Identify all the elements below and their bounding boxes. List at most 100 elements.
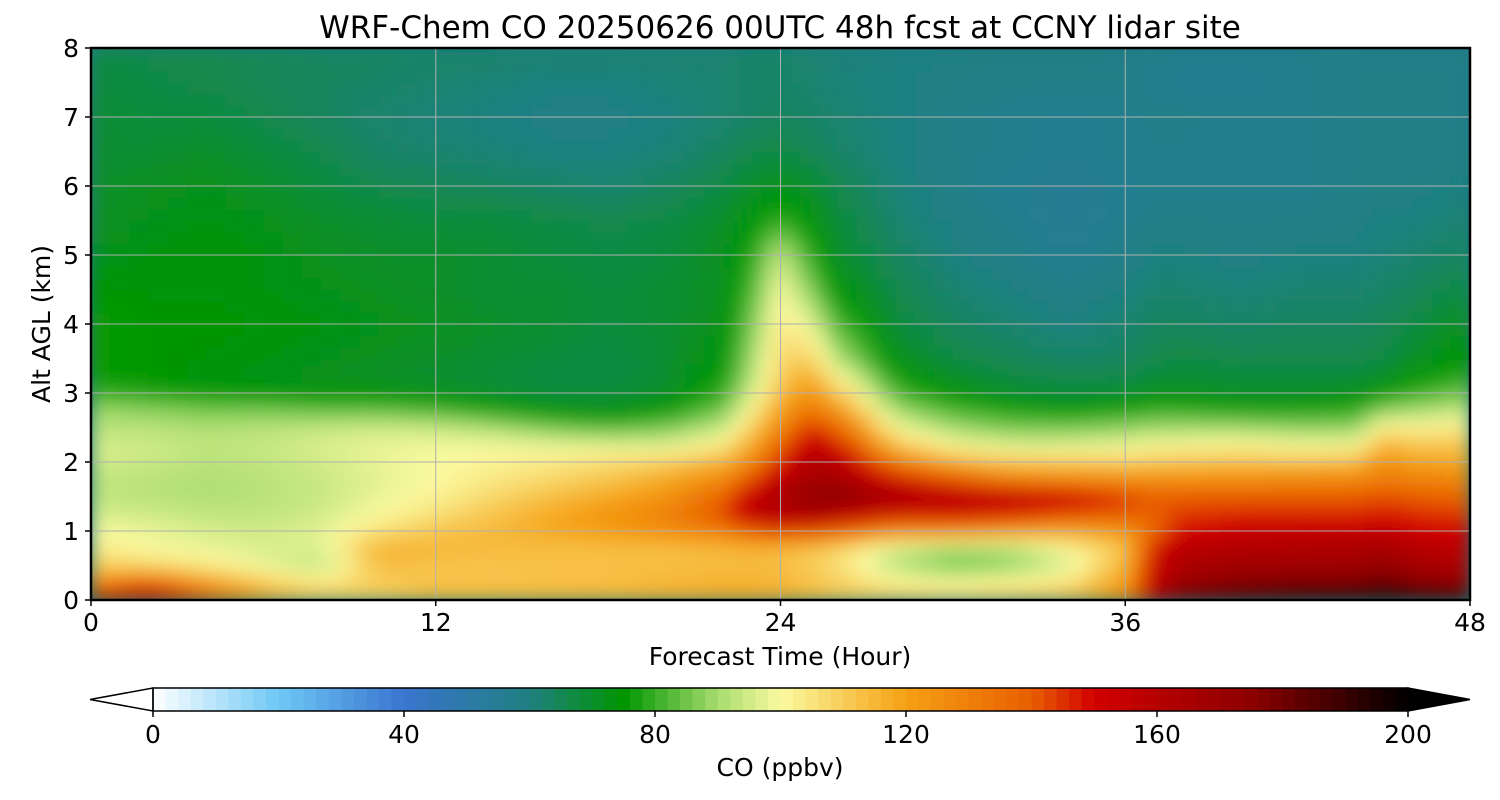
heatmap-cell xyxy=(339,467,360,475)
heatmap-cell xyxy=(1355,513,1366,521)
heatmap-cell xyxy=(1067,433,1088,440)
heatmap-cell xyxy=(1393,536,1404,544)
heatmap-cell xyxy=(1029,364,1050,371)
heatmap-cell xyxy=(895,571,916,578)
heatmap-cell xyxy=(857,151,878,164)
heatmap-cell xyxy=(732,174,743,187)
heatmap-cell xyxy=(416,439,437,446)
heatmap-cell xyxy=(1010,594,1031,600)
heatmap-cell xyxy=(282,375,303,383)
heatmap-cell xyxy=(742,266,753,279)
heatmap-cell xyxy=(1125,490,1136,498)
heatmap-cell xyxy=(665,582,686,590)
heatmap-cell xyxy=(914,582,935,590)
heatmap-cell xyxy=(1106,243,1127,256)
heatmap-cell xyxy=(1402,582,1414,590)
heatmap-cell xyxy=(569,456,590,463)
heatmap-cell xyxy=(1163,347,1174,360)
heatmap-cell xyxy=(1450,456,1470,463)
heatmap-cell xyxy=(186,571,207,578)
heatmap-cell xyxy=(646,209,667,222)
heatmap-cell xyxy=(1201,232,1222,245)
heatmap-cell xyxy=(1010,335,1031,348)
heatmap-cell xyxy=(359,232,380,245)
heatmap-cell xyxy=(1125,433,1136,440)
heatmap-cells xyxy=(91,48,1470,600)
heatmap-cell xyxy=(531,577,552,584)
heatmap-cell xyxy=(588,571,609,578)
heatmap-cell xyxy=(770,496,782,504)
heatmap-cell xyxy=(493,301,514,314)
heatmap-cell xyxy=(1134,519,1146,527)
heatmap-cell xyxy=(857,197,878,210)
heatmap-cell xyxy=(1153,387,1165,394)
heatmap-cell xyxy=(1067,421,1088,429)
heatmap-cell xyxy=(1086,490,1107,498)
heatmap-cell xyxy=(646,508,667,515)
heatmap-cell xyxy=(244,519,265,527)
heatmap-cell xyxy=(770,255,782,268)
heatmap-cell xyxy=(1048,278,1069,291)
heatmap-cell xyxy=(1450,243,1470,256)
heatmap-cell xyxy=(972,450,992,458)
heatmap-cell xyxy=(378,427,399,435)
heatmap-cell xyxy=(1431,444,1452,452)
heatmap-cell xyxy=(761,186,772,199)
heatmap-cell xyxy=(435,473,456,481)
heatmap-cell xyxy=(732,467,743,475)
heatmap-cell xyxy=(828,513,839,521)
heatmap-cell xyxy=(1259,577,1280,584)
heatmap-cell xyxy=(952,565,973,573)
heatmap-cell xyxy=(751,565,763,573)
heatmap-cell xyxy=(1431,508,1452,515)
heatmap-cell xyxy=(770,588,782,596)
heatmap-cell xyxy=(1048,502,1069,509)
heatmap-cell xyxy=(790,559,801,567)
heatmap-cell xyxy=(1048,462,1069,469)
heatmap-cell xyxy=(933,255,954,268)
heatmap-cell xyxy=(761,559,772,567)
heatmap-cell xyxy=(1383,565,1395,573)
heatmap-cell xyxy=(1153,312,1165,325)
heatmap-cell xyxy=(1067,485,1088,492)
heatmap-cell xyxy=(110,370,131,377)
heatmap-cell xyxy=(1048,467,1069,475)
heatmap-cell xyxy=(818,571,830,578)
heatmap-cell xyxy=(397,462,418,469)
heatmap-cell xyxy=(608,266,629,279)
heatmap-cell xyxy=(751,232,763,245)
heatmap-cell xyxy=(550,410,571,417)
heatmap-cell xyxy=(397,582,418,590)
heatmap-cell xyxy=(359,450,380,458)
heatmap-cell xyxy=(282,364,303,371)
heatmap-cell xyxy=(454,582,475,590)
heatmap-cell xyxy=(1153,485,1165,492)
heatmap-cell xyxy=(301,381,322,389)
heatmap-cell xyxy=(809,416,820,423)
heatmap-cell xyxy=(148,186,169,199)
heatmap-cell xyxy=(799,289,811,302)
heatmap-cell xyxy=(474,582,495,590)
heatmap-cell xyxy=(1125,151,1136,164)
heatmap-cell xyxy=(952,393,973,400)
heatmap-cell xyxy=(1086,513,1107,521)
heatmap-cell xyxy=(416,301,437,314)
heatmap-cell xyxy=(1335,565,1356,573)
heatmap-cell xyxy=(1316,433,1337,440)
heatmap-cell xyxy=(876,456,897,463)
heatmap-cell xyxy=(1029,565,1050,573)
heatmap-cell xyxy=(339,473,360,481)
heatmap-cell xyxy=(1163,582,1174,590)
heatmap-cell xyxy=(1182,565,1203,573)
heatmap-cell xyxy=(129,502,150,509)
heatmap-cell xyxy=(378,220,399,233)
heatmap-cell xyxy=(991,496,1012,504)
heatmap-cell xyxy=(225,502,246,509)
heatmap-cell xyxy=(359,289,380,302)
heatmap-cell xyxy=(1153,151,1165,164)
heatmap-cell xyxy=(416,594,437,600)
heatmap-cell xyxy=(914,513,935,521)
heatmap-cell xyxy=(1259,398,1280,406)
heatmap-cell xyxy=(225,582,246,590)
heatmap-cell xyxy=(790,508,801,515)
